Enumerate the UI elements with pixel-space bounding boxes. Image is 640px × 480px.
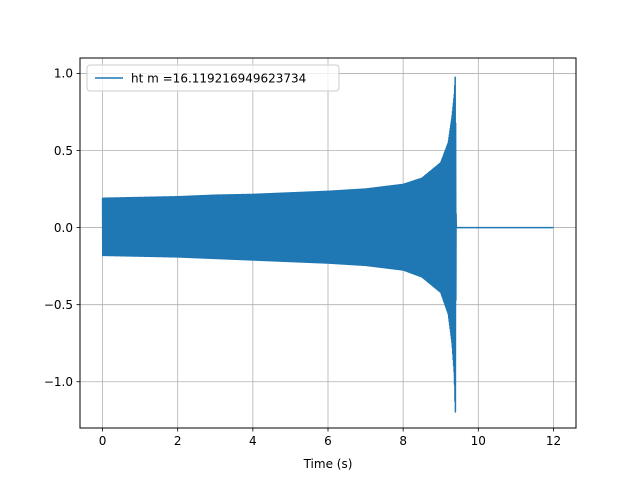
- x-tick-label: 0: [99, 434, 107, 448]
- legend-label: ht m =16.119216949623734: [131, 72, 306, 86]
- y-axis: −1.0 −0.5 0.0 0.5 1.0: [44, 67, 80, 389]
- x-tick-label: 8: [399, 434, 407, 448]
- plot-area: [101, 76, 554, 413]
- y-tick-label: 0.0: [54, 221, 73, 235]
- x-axis-label: Time (s): [303, 457, 353, 471]
- x-tick-label: 6: [324, 434, 332, 448]
- x-tick-label: 4: [249, 434, 257, 448]
- x-axis: 0 2 4 6 8 10 12: [99, 428, 561, 448]
- y-tick-label: 0.5: [54, 144, 73, 158]
- legend-box: [86, 64, 340, 92]
- x-tick-label: 10: [471, 434, 486, 448]
- legend: ht m =16.119216949623734: [86, 64, 340, 92]
- y-tick-label: −1.0: [44, 375, 73, 389]
- waveform-envelope: [102, 85, 457, 393]
- x-tick-label: 2: [174, 434, 182, 448]
- y-tick-label: −0.5: [44, 298, 73, 312]
- y-tick-label: 1.0: [54, 67, 73, 81]
- x-tick-label: 12: [546, 434, 561, 448]
